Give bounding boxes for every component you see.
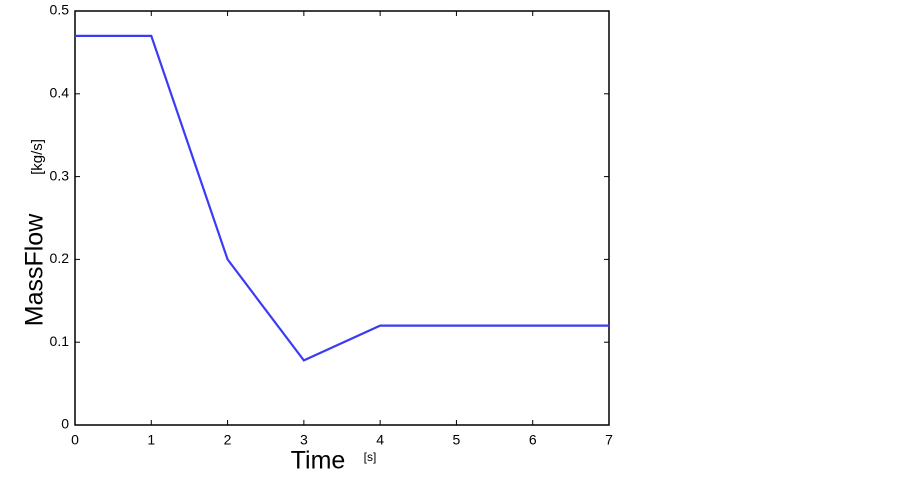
- y-tick-label: 0.1: [50, 333, 70, 349]
- y-tick-label: 0: [61, 416, 69, 432]
- x-tick-label: 5: [453, 432, 461, 448]
- x-tick-label: 2: [224, 432, 232, 448]
- y-tick-label: 0.3: [50, 167, 70, 183]
- x-axis-label: Time: [291, 447, 346, 475]
- x-tick-label: 7: [605, 432, 613, 448]
- y-tick-label: 0.5: [50, 2, 70, 18]
- y-tick-label: 0.4: [50, 85, 70, 101]
- x-axis-unit: [s]: [364, 450, 377, 464]
- x-tick-label: 3: [300, 432, 308, 448]
- x-tick-label: 1: [147, 432, 155, 448]
- data-line: [75, 34, 609, 362]
- plot-frame: [74, 10, 610, 426]
- x-tick-label: 0: [71, 432, 79, 448]
- x-tick-label: 6: [529, 432, 537, 448]
- x-tick-label: 4: [376, 432, 384, 448]
- y-axis-label: MassFlow: [21, 213, 49, 326]
- y-tick-label: 0.2: [50, 250, 70, 266]
- y-axis-unit: [kg/s]: [29, 139, 46, 175]
